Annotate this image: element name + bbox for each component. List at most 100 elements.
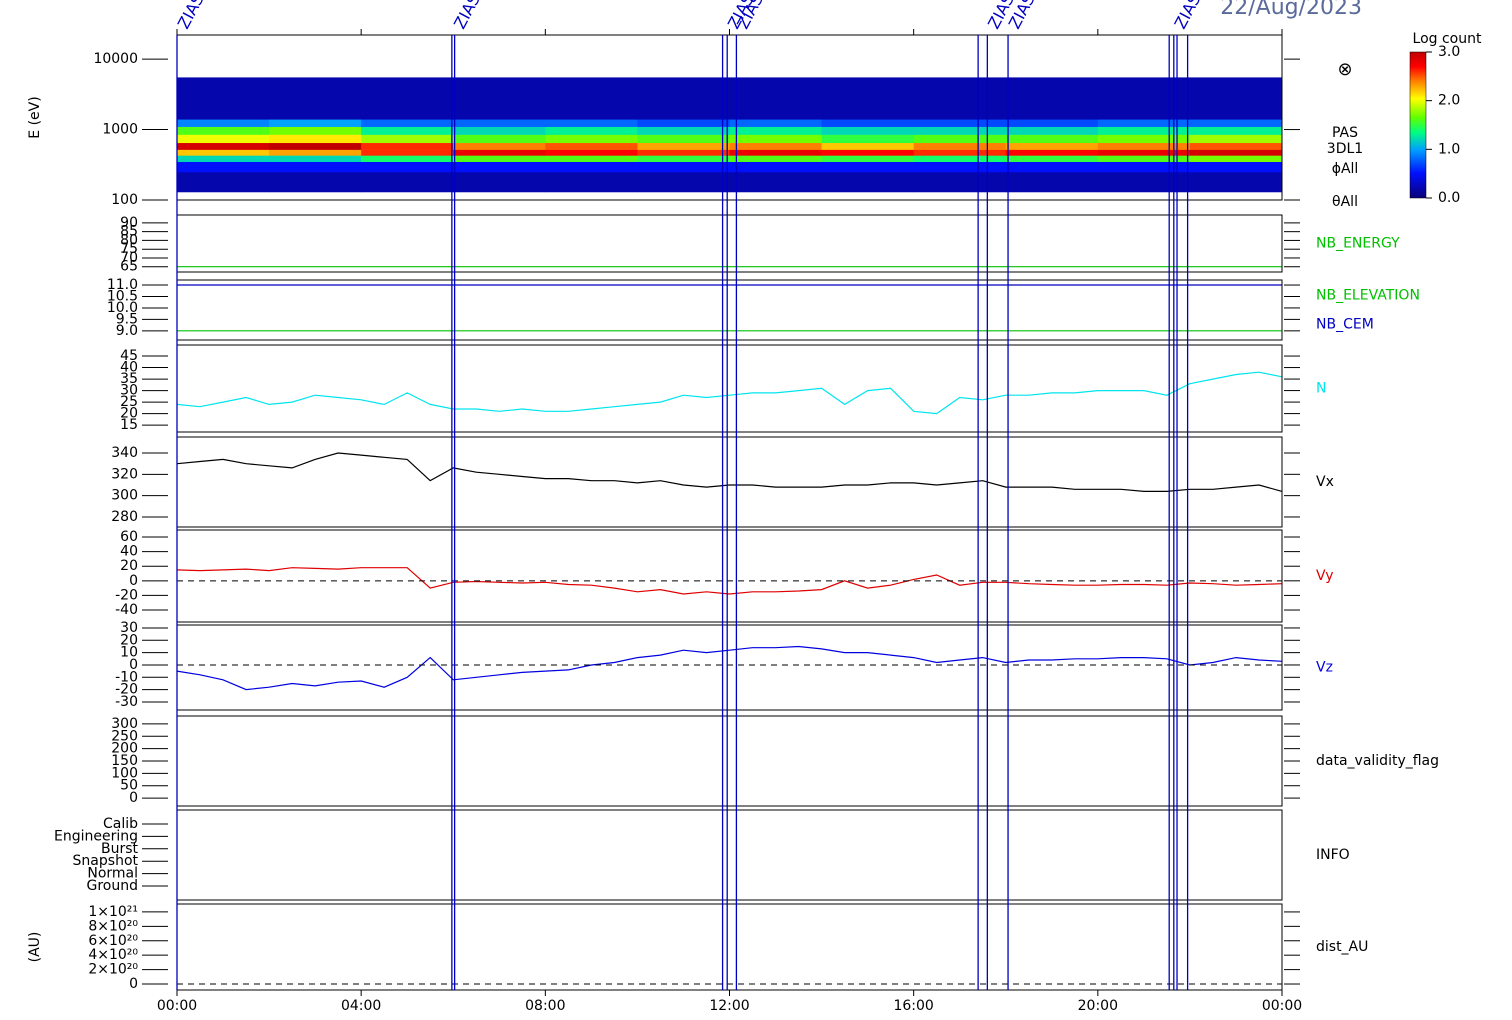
heat-cell xyxy=(361,155,454,162)
series-label: Vy xyxy=(1316,568,1334,584)
heat-cell xyxy=(361,126,454,135)
category-label: Ground xyxy=(87,878,139,894)
heat-cell xyxy=(361,77,454,120)
y-tick-label: 1×10²¹ xyxy=(88,904,138,920)
heat-cell xyxy=(545,77,638,120)
y-tick-label: 250 xyxy=(111,728,138,744)
y-tick-label: 340 xyxy=(111,445,138,461)
heat-cell xyxy=(545,134,638,144)
heat-cell xyxy=(269,134,362,144)
heat-cell xyxy=(177,171,270,193)
heat-cell xyxy=(361,171,454,193)
heat-cell xyxy=(1189,161,1283,173)
series-line xyxy=(176,452,1283,492)
heat-cell xyxy=(821,77,915,120)
panel-frame xyxy=(176,214,1283,273)
heat-cell xyxy=(821,171,915,193)
event-marker-label: ZIAS xyxy=(1171,0,1205,32)
series-label: NB_CEM xyxy=(1316,317,1374,333)
heat-cell xyxy=(1097,126,1191,135)
x-tick-label: 08:00 xyxy=(525,998,565,1014)
heat-cell xyxy=(637,161,730,173)
panel-frame xyxy=(176,903,1283,991)
heat-cell xyxy=(1005,161,1099,173)
heat-cell xyxy=(269,142,362,150)
y-tick-label: 20 xyxy=(120,406,138,422)
y-tick-label: 8×10²⁰ xyxy=(88,918,138,934)
y-tick-label: 60 xyxy=(120,529,138,545)
panel-label: data_validity_flag xyxy=(1316,753,1439,769)
colorbar-title: Log count xyxy=(1413,31,1482,47)
symbol: ⊗ xyxy=(1337,59,1352,80)
panel-label: 3DL1 xyxy=(1327,141,1363,157)
heat-cell xyxy=(545,155,638,162)
heat-cell xyxy=(177,126,270,135)
category-label: Calib xyxy=(103,816,138,832)
category-label: Normal xyxy=(87,866,138,882)
heat-cell xyxy=(1097,149,1191,156)
panel-frame xyxy=(176,624,1283,711)
heat-cell xyxy=(637,149,730,156)
colorbar-tick-label: 1.0 xyxy=(1438,141,1460,157)
event-marker-label: ZIAS xyxy=(450,0,484,32)
x-tick-label: 00:00 xyxy=(1262,998,1302,1014)
event-marker-label: ZIAS xyxy=(174,0,208,32)
heat-cell xyxy=(913,155,1007,162)
heat-cell xyxy=(545,149,638,156)
y-tick-label: 15 xyxy=(120,417,138,433)
heat-cell xyxy=(729,142,823,150)
heat-cell xyxy=(637,77,730,120)
heat-cell xyxy=(1097,155,1191,162)
y-tick-label: -20 xyxy=(115,587,138,603)
heat-cell xyxy=(1005,77,1099,120)
y-tick-label: 70 xyxy=(120,250,138,266)
heat-cell xyxy=(1189,142,1283,150)
y-tick-label: 30 xyxy=(120,383,138,399)
y-tick-label: 300 xyxy=(111,488,138,504)
heat-cell xyxy=(1189,126,1283,135)
heat-cell xyxy=(453,149,546,156)
heat-cell xyxy=(269,161,362,173)
heat-cell xyxy=(913,134,1007,144)
y-tick-label: 90 xyxy=(120,215,138,231)
panel-label: dist_AU xyxy=(1316,939,1368,955)
heat-cell xyxy=(453,155,546,162)
heat-cell xyxy=(1097,171,1191,193)
y-tick-label: 65 xyxy=(120,259,138,275)
panel-frame xyxy=(176,344,1283,433)
panel-frame xyxy=(176,809,1283,901)
y-tick-label: 75 xyxy=(120,241,138,257)
date-title: 22/Aug/2023 xyxy=(1220,0,1362,20)
y-tick-label: 80 xyxy=(120,232,138,248)
heat-cell xyxy=(913,171,1007,193)
heat-cell xyxy=(545,171,638,193)
heat-cell xyxy=(269,155,362,162)
heat-cell xyxy=(729,119,823,127)
heat-cell xyxy=(1005,142,1099,150)
x-tick-label: 00:00 xyxy=(157,998,197,1014)
colorbar-tick-label: 2.0 xyxy=(1438,93,1460,109)
heat-cell xyxy=(545,142,638,150)
y-tick-label: -10 xyxy=(115,669,138,685)
heat-cell xyxy=(1189,119,1283,127)
heat-cell xyxy=(361,142,454,150)
heat-cell xyxy=(1005,149,1099,156)
heat-cell xyxy=(361,149,454,156)
y-tick-label: 0 xyxy=(129,976,138,992)
y-tick-label: 0 xyxy=(129,573,138,589)
y-tick-label: 45 xyxy=(120,348,138,364)
y-tick-label: 20 xyxy=(120,558,138,574)
y-tick-label: 280 xyxy=(111,509,138,525)
y-axis-label: E (eV) xyxy=(27,96,43,138)
y-tick-label: 9.0 xyxy=(116,323,138,339)
x-tick-label: 20:00 xyxy=(1078,998,1118,1014)
heat-cell xyxy=(729,126,823,135)
y-tick-label: -40 xyxy=(115,602,138,618)
heat-cell xyxy=(637,142,730,150)
heat-cell xyxy=(913,126,1007,135)
series-line xyxy=(176,645,1283,691)
series-line xyxy=(176,567,1283,595)
heat-cell xyxy=(177,77,270,120)
